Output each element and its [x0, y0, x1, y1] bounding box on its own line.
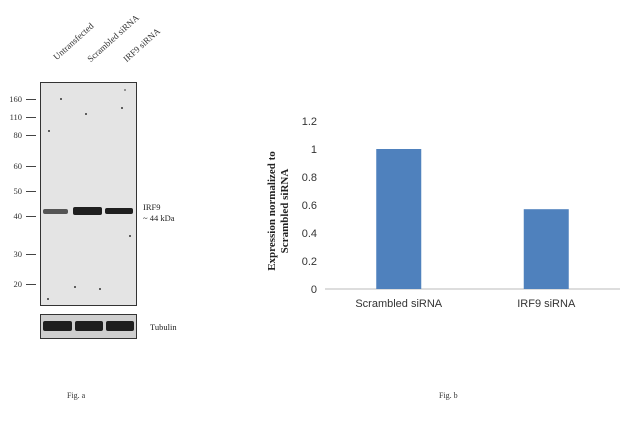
tubulin-band-irf9 — [106, 321, 134, 331]
speck — [121, 107, 123, 109]
tubulin-label: Tubulin — [150, 322, 177, 332]
fig-a-caption: Fig. a — [67, 391, 86, 400]
y-tick-label: 0.4 — [302, 228, 317, 240]
mw-marker-60: 60 — [13, 161, 23, 171]
band-scrambled — [73, 207, 102, 215]
x-axis-labels: Scrambled siRNA IRF9 siRNA — [355, 298, 576, 310]
blot-membrane — [40, 82, 137, 306]
mw-tick — [26, 191, 36, 192]
bars — [376, 149, 569, 289]
y-axis-label-line2: Scrambled siRNA — [279, 169, 291, 254]
tubulin-membrane — [40, 314, 137, 339]
speck — [129, 235, 131, 237]
y-tick-label: 1.2 — [302, 116, 317, 128]
mw-marker-110: 110 — [9, 112, 22, 122]
mw-marker-20: 20 — [13, 279, 23, 289]
mw-marker-160: 160 — [9, 94, 22, 104]
band-untransfected — [43, 209, 68, 214]
expression-bar-chart: Expression normalized to Scrambled siRNA… — [266, 116, 620, 310]
tubulin-band-untransfected — [43, 321, 72, 331]
irf9-band-label: IRF9 ~ 44 kDa — [143, 202, 175, 223]
y-tick-label: 0.6 — [302, 200, 317, 212]
y-tick-label: 0.2 — [302, 256, 317, 268]
fig-b-caption: Fig. b — [439, 391, 458, 400]
speck — [47, 298, 49, 300]
y-tick-label: 0 — [311, 284, 317, 296]
y-tick-label: 1 — [311, 144, 317, 156]
tubulin-band-scrambled — [75, 321, 103, 331]
mw-tick — [26, 284, 36, 285]
speck — [124, 89, 126, 91]
x-tick-label: Scrambled siRNA — [355, 298, 442, 310]
y-axis-label-line1: Expression normalized to — [266, 151, 278, 271]
speck — [74, 286, 76, 288]
bar-1 — [523, 209, 569, 289]
y-tick-label: 0.8 — [302, 172, 317, 184]
mw-marker-40: 40 — [13, 211, 23, 221]
speck — [60, 98, 62, 100]
mw-marker-80: 80 — [13, 130, 23, 140]
band-irf9 — [105, 208, 133, 214]
bar-0 — [376, 149, 422, 289]
x-tick-label: IRF9 siRNA — [517, 298, 576, 310]
mw-marker-30: 30 — [13, 249, 23, 259]
mw-marker-50: 50 — [13, 186, 23, 196]
mw-tick — [26, 166, 36, 167]
mw-tick — [26, 135, 36, 136]
speck — [99, 288, 101, 290]
mw-tick — [26, 216, 36, 217]
y-axis-ticks: 0 0.2 0.4 0.6 0.8 1 1.2 — [302, 116, 317, 296]
speck — [85, 113, 87, 115]
mw-tick — [26, 99, 36, 100]
y-axis-label: Expression normalized to Scrambled siRNA — [266, 151, 291, 271]
mw-tick — [26, 117, 36, 118]
mw-tick — [26, 254, 36, 255]
speck — [48, 130, 50, 132]
